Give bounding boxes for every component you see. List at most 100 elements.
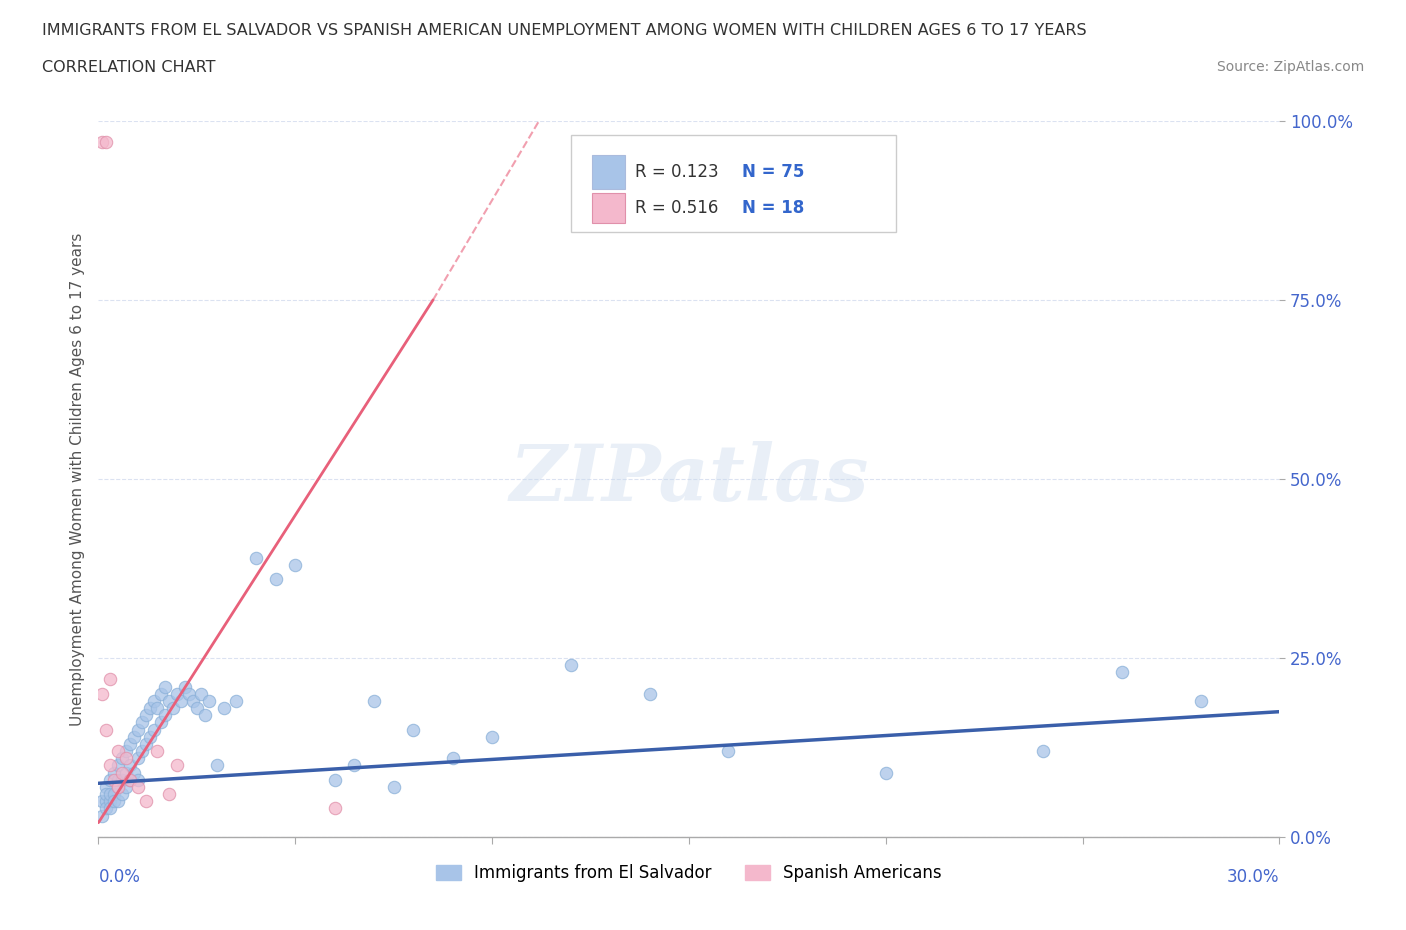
Point bbox=[111, 772, 134, 787]
Point bbox=[146, 700, 169, 715]
Point bbox=[115, 765, 138, 780]
FancyBboxPatch shape bbox=[592, 154, 626, 189]
Point bbox=[103, 765, 125, 780]
Text: R = 0.516: R = 0.516 bbox=[634, 198, 718, 217]
Point bbox=[402, 722, 425, 737]
Point bbox=[96, 801, 118, 816]
Point bbox=[131, 715, 153, 730]
Point bbox=[118, 772, 141, 787]
Point bbox=[875, 765, 897, 780]
Point bbox=[717, 744, 740, 759]
Point bbox=[107, 779, 129, 794]
Point bbox=[284, 557, 307, 572]
Point bbox=[98, 787, 121, 802]
Point bbox=[122, 729, 145, 744]
Point bbox=[107, 794, 129, 809]
Point bbox=[111, 751, 134, 765]
Point bbox=[103, 772, 125, 787]
Text: N = 18: N = 18 bbox=[742, 198, 804, 217]
Point bbox=[1189, 694, 1212, 709]
Text: Source: ZipAtlas.com: Source: ZipAtlas.com bbox=[1216, 60, 1364, 74]
Point bbox=[96, 794, 118, 809]
Point bbox=[560, 658, 582, 672]
Point bbox=[186, 700, 208, 715]
Point bbox=[142, 722, 165, 737]
Point bbox=[174, 679, 197, 694]
Point bbox=[131, 744, 153, 759]
Text: N = 75: N = 75 bbox=[742, 163, 804, 180]
Point bbox=[96, 787, 118, 802]
Point bbox=[245, 551, 267, 565]
Point bbox=[194, 708, 217, 723]
Text: IMMIGRANTS FROM EL SALVADOR VS SPANISH AMERICAN UNEMPLOYMENT AMONG WOMEN WITH CH: IMMIGRANTS FROM EL SALVADOR VS SPANISH A… bbox=[42, 23, 1087, 38]
Point bbox=[1111, 665, 1133, 680]
Point bbox=[98, 801, 121, 816]
Point bbox=[190, 686, 212, 701]
Point bbox=[157, 694, 180, 709]
Point bbox=[166, 758, 188, 773]
Point bbox=[155, 679, 177, 694]
Y-axis label: Unemployment Among Women with Children Ages 6 to 17 years: Unemployment Among Women with Children A… bbox=[69, 232, 84, 725]
Point bbox=[135, 794, 157, 809]
Point bbox=[96, 135, 118, 150]
FancyBboxPatch shape bbox=[592, 193, 626, 222]
Point bbox=[225, 694, 247, 709]
Legend: Immigrants from El Salvador, Spanish Americans: Immigrants from El Salvador, Spanish Ame… bbox=[436, 864, 942, 883]
Point bbox=[111, 765, 134, 780]
Point bbox=[91, 135, 114, 150]
Point bbox=[107, 744, 129, 759]
Point bbox=[155, 708, 177, 723]
Point bbox=[162, 700, 184, 715]
Point bbox=[205, 758, 228, 773]
Point bbox=[343, 758, 366, 773]
Text: ZIPatlas: ZIPatlas bbox=[509, 441, 869, 517]
Text: 30.0%: 30.0% bbox=[1227, 868, 1279, 885]
Point bbox=[103, 787, 125, 802]
Point bbox=[1032, 744, 1054, 759]
Point bbox=[135, 737, 157, 751]
Point bbox=[107, 758, 129, 773]
Point bbox=[96, 779, 118, 794]
Point bbox=[638, 686, 661, 701]
Point bbox=[118, 737, 141, 751]
Point bbox=[127, 779, 149, 794]
Text: 0.0%: 0.0% bbox=[98, 868, 141, 885]
Point bbox=[103, 794, 125, 809]
Point bbox=[98, 758, 121, 773]
Point bbox=[135, 708, 157, 723]
Point bbox=[323, 772, 346, 787]
Point bbox=[214, 700, 236, 715]
Point bbox=[118, 758, 141, 773]
Point bbox=[111, 787, 134, 802]
Point bbox=[146, 744, 169, 759]
Point bbox=[150, 715, 173, 730]
Point bbox=[138, 700, 160, 715]
Point bbox=[142, 694, 165, 709]
Point bbox=[127, 772, 149, 787]
Point bbox=[363, 694, 385, 709]
Point bbox=[98, 772, 121, 787]
Point bbox=[138, 729, 160, 744]
Point bbox=[150, 686, 173, 701]
Point bbox=[157, 787, 180, 802]
Point bbox=[481, 729, 503, 744]
Point bbox=[98, 794, 121, 809]
Point bbox=[170, 694, 193, 709]
Point bbox=[177, 686, 200, 701]
Point bbox=[382, 779, 405, 794]
Text: CORRELATION CHART: CORRELATION CHART bbox=[42, 60, 215, 75]
Point bbox=[118, 772, 141, 787]
Point bbox=[98, 672, 121, 687]
FancyBboxPatch shape bbox=[571, 135, 896, 232]
Point bbox=[127, 722, 149, 737]
Point bbox=[96, 722, 118, 737]
Point bbox=[122, 765, 145, 780]
Point bbox=[107, 779, 129, 794]
Point bbox=[107, 772, 129, 787]
Point bbox=[264, 572, 287, 587]
Point bbox=[91, 686, 114, 701]
Text: R = 0.123: R = 0.123 bbox=[634, 163, 718, 180]
Point bbox=[197, 694, 219, 709]
Point bbox=[323, 801, 346, 816]
Point bbox=[127, 751, 149, 765]
